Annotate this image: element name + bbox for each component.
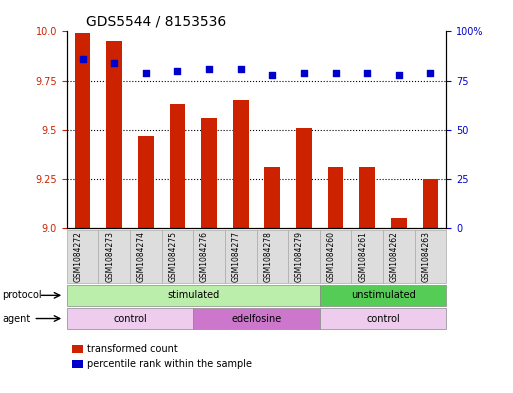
Point xyxy=(331,70,340,76)
Bar xyxy=(296,128,312,228)
Text: GSM1084273: GSM1084273 xyxy=(105,231,114,282)
Text: stimulated: stimulated xyxy=(167,290,220,300)
Text: GSM1084275: GSM1084275 xyxy=(168,231,177,282)
Point xyxy=(300,70,308,76)
Bar xyxy=(391,218,407,228)
Text: protocol: protocol xyxy=(3,290,42,300)
Text: control: control xyxy=(366,314,400,323)
Bar xyxy=(138,136,154,228)
Text: GSM1084278: GSM1084278 xyxy=(263,231,272,282)
Point xyxy=(205,66,213,72)
Text: transformed count: transformed count xyxy=(87,344,178,354)
Text: edelfosine: edelfosine xyxy=(231,314,282,323)
Text: GSM1084263: GSM1084263 xyxy=(422,231,430,282)
Text: GSM1084277: GSM1084277 xyxy=(232,231,241,282)
Text: unstimulated: unstimulated xyxy=(351,290,416,300)
Text: GSM1084260: GSM1084260 xyxy=(327,231,336,282)
Point xyxy=(110,60,118,66)
Text: GDS5544 / 8153536: GDS5544 / 8153536 xyxy=(86,15,226,29)
Bar xyxy=(423,179,439,228)
Text: GSM1084261: GSM1084261 xyxy=(358,231,367,282)
Bar xyxy=(233,100,249,228)
Text: GSM1084262: GSM1084262 xyxy=(390,231,399,282)
Bar xyxy=(201,118,217,228)
Bar xyxy=(106,41,122,228)
Point xyxy=(236,66,245,72)
Text: control: control xyxy=(113,314,147,323)
Bar xyxy=(74,33,90,228)
Text: GSM1084279: GSM1084279 xyxy=(295,231,304,282)
Bar xyxy=(264,167,280,228)
Text: GSM1084276: GSM1084276 xyxy=(200,231,209,282)
Point xyxy=(268,72,277,78)
Text: GSM1084272: GSM1084272 xyxy=(73,231,83,282)
Point xyxy=(173,68,182,74)
Bar xyxy=(169,104,185,228)
Text: percentile rank within the sample: percentile rank within the sample xyxy=(87,359,252,369)
Point xyxy=(78,56,87,62)
Bar xyxy=(328,167,344,228)
Point xyxy=(142,70,150,76)
Text: GSM1084274: GSM1084274 xyxy=(137,231,146,282)
Bar xyxy=(359,167,375,228)
Point xyxy=(363,70,371,76)
Point xyxy=(394,72,403,78)
Point xyxy=(426,70,435,76)
Text: agent: agent xyxy=(3,314,31,323)
